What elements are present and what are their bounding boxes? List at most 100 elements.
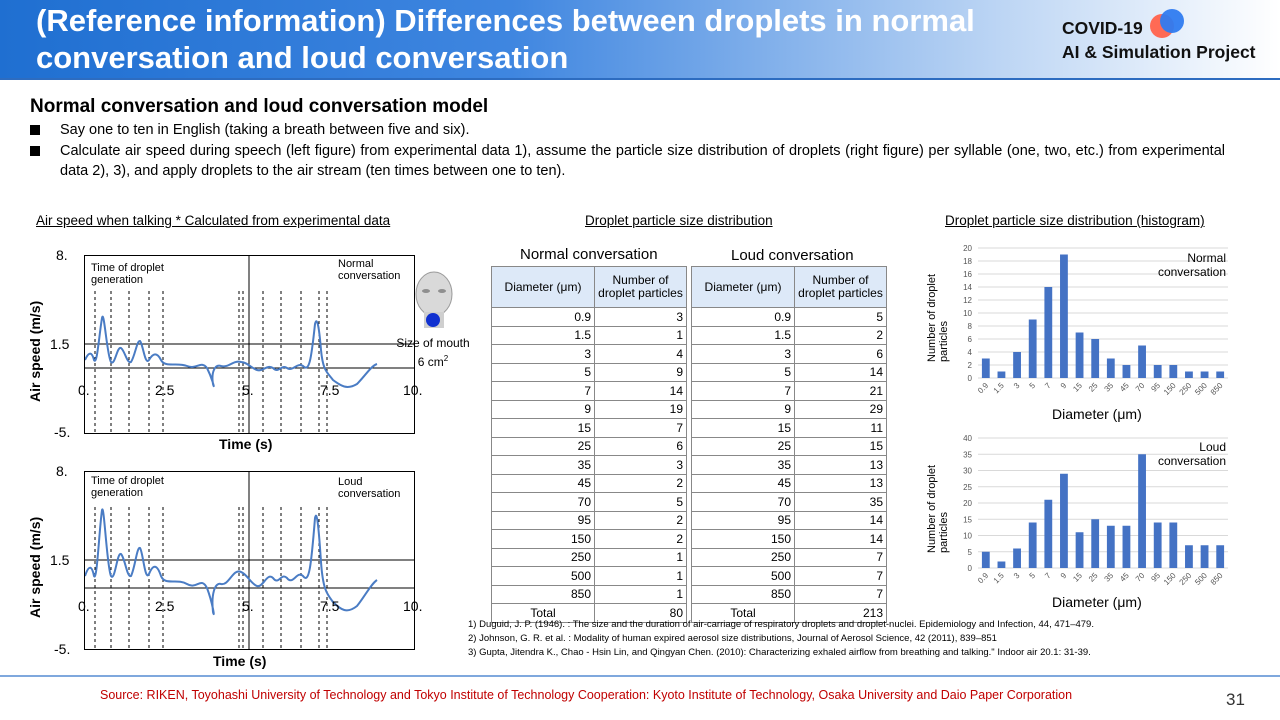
count-cell: 6 [594, 436, 687, 456]
y-tick-label: 16 [963, 270, 972, 279]
mouth-size-label: Size of mouth 6 cm2 [393, 336, 473, 370]
loud-distribution-table: Diameter (μm) Number of droplet particles… [691, 266, 887, 623]
air-speed-plot-loud [84, 471, 415, 650]
count-cell: 9 [594, 362, 687, 382]
diameter-cell: 3 [491, 344, 595, 364]
histogram-bar [1185, 545, 1193, 568]
reference-item: 1) Duguid, J. P. (1946). : The size and … [468, 619, 1094, 630]
x-tick-label: 95 [1149, 381, 1162, 394]
x-tick-label: 7 [1043, 571, 1053, 581]
diameter-cell: 500 [491, 566, 595, 586]
source-credit: Source: RIKEN, Toyohashi University of T… [100, 688, 1073, 702]
bullet-square-icon [30, 146, 40, 156]
diameter-cell: 0.9 [691, 307, 795, 327]
header-divider [0, 78, 1280, 80]
diameter-cell: 9 [491, 399, 595, 419]
reference-item: 2) Johnson, G. R. et al. : Modality of h… [468, 633, 997, 644]
column-header-diameter: Diameter (μm) [491, 266, 595, 308]
table-total-row: Total 80 [491, 603, 687, 623]
table-row: 70 5 [491, 492, 687, 512]
count-cell: 14 [794, 362, 887, 382]
x-tick-label: 3 [1012, 381, 1022, 391]
ytick-mid: 1.5 [50, 336, 70, 352]
histogram-bar [1153, 522, 1162, 568]
face-icon [410, 270, 458, 332]
total-value-cell: 213 [794, 603, 887, 623]
xtick: 5. [242, 382, 254, 398]
histogram-bar [1106, 358, 1115, 378]
table-row: 25 6 [491, 436, 687, 456]
droplet-time-annotation: Time of droplet generation [91, 475, 164, 499]
diameter-cell: 25 [491, 436, 595, 456]
table-row: 250 7 [691, 547, 887, 567]
logo-dot-blue [1160, 9, 1184, 33]
x-tick-label: 3 [1012, 571, 1022, 581]
histogram-bar [1075, 532, 1084, 568]
table-row: 35 13 [691, 455, 887, 475]
x-tick-label: 0.9 [976, 381, 991, 396]
histogram-bar [981, 358, 990, 378]
count-cell: 14 [794, 510, 887, 530]
air-speed-svg-loud [84, 472, 414, 649]
bullet-item: Calculate air speed during speech (left … [30, 141, 1225, 181]
diameter-cell: 150 [491, 529, 595, 549]
loud-table-wrap: Diameter (μm) Number of droplet particles… [691, 266, 887, 623]
diameter-cell: 250 [691, 547, 795, 567]
count-cell: 4 [594, 344, 687, 364]
count-cell: 2 [594, 473, 687, 493]
normal-table-wrap: Diameter (μm) Number of droplet particles… [491, 266, 687, 623]
mouth-size-sup: 2 [443, 354, 449, 363]
x-axis-label: Time (s) [213, 653, 267, 669]
xtick: 5. [242, 598, 254, 614]
normal-conversation-label: Normal conversation [338, 258, 401, 282]
subheading: Normal conversation and loud conversatio… [30, 96, 489, 117]
table-row: 850 7 [691, 584, 887, 604]
ytick-bottom: -5. [54, 424, 71, 440]
loud-conversation-label: Loud conversation [338, 476, 401, 500]
count-cell: 29 [794, 399, 887, 419]
x-tick-label: 15 [1071, 381, 1084, 394]
diameter-cell: 9 [691, 399, 795, 419]
diameter-cell: 25 [691, 436, 795, 456]
y-axis-label: Air speed (m/s) [27, 300, 43, 402]
table-total-row: Total 213 [691, 603, 887, 623]
histogram-bar [981, 551, 990, 568]
diameter-cell: 45 [691, 473, 795, 493]
x-tick-label: 7 [1043, 381, 1053, 391]
count-cell: 1 [594, 566, 687, 586]
histogram-bar [1216, 545, 1225, 568]
x-tick-label: 5 [1028, 381, 1038, 391]
histogram-bar [1091, 519, 1100, 568]
diameter-cell: 95 [691, 510, 795, 530]
air-speed-plot-normal [84, 255, 415, 434]
x-tick-label: 5 [1028, 571, 1038, 581]
diameter-cell: 1.5 [491, 325, 595, 345]
table-row: 45 2 [491, 473, 687, 493]
table-row: 500 1 [491, 566, 687, 586]
table-row: 95 2 [491, 510, 687, 530]
diameter-cell: 850 [691, 584, 795, 604]
count-cell: 6 [794, 344, 887, 364]
count-cell: 7 [794, 566, 887, 586]
table-row: 1.5 2 [691, 325, 887, 345]
count-cell: 13 [794, 473, 887, 493]
diameter-cell: 7 [491, 381, 595, 401]
histogram-bar [1169, 522, 1178, 568]
section-title-distribution: Droplet particle size distribution [585, 213, 773, 228]
table-row: 25 15 [691, 436, 887, 456]
table-header-row: Diameter (μm) Number of droplet particles [691, 266, 887, 308]
mouth-size-text: Size of mouth 6 cm [396, 336, 470, 369]
x-tick-label: 35 [1103, 381, 1116, 394]
histogram-bar [1028, 522, 1037, 568]
histogram-bar [1044, 287, 1053, 378]
table-row: 0.9 5 [691, 307, 887, 327]
x-tick-label: 1.5 [992, 571, 1007, 586]
diameter-cell: 35 [691, 455, 795, 475]
histogram-bar [1013, 352, 1021, 378]
section-title-air-speed: Air speed when talking * Calculated from… [36, 213, 391, 228]
logo-line2: AI & Simulation Project [1062, 42, 1256, 62]
ytick-top: 8. [56, 247, 68, 263]
page-number: 31 [1226, 690, 1245, 709]
x-tick-label: 95 [1149, 571, 1162, 584]
